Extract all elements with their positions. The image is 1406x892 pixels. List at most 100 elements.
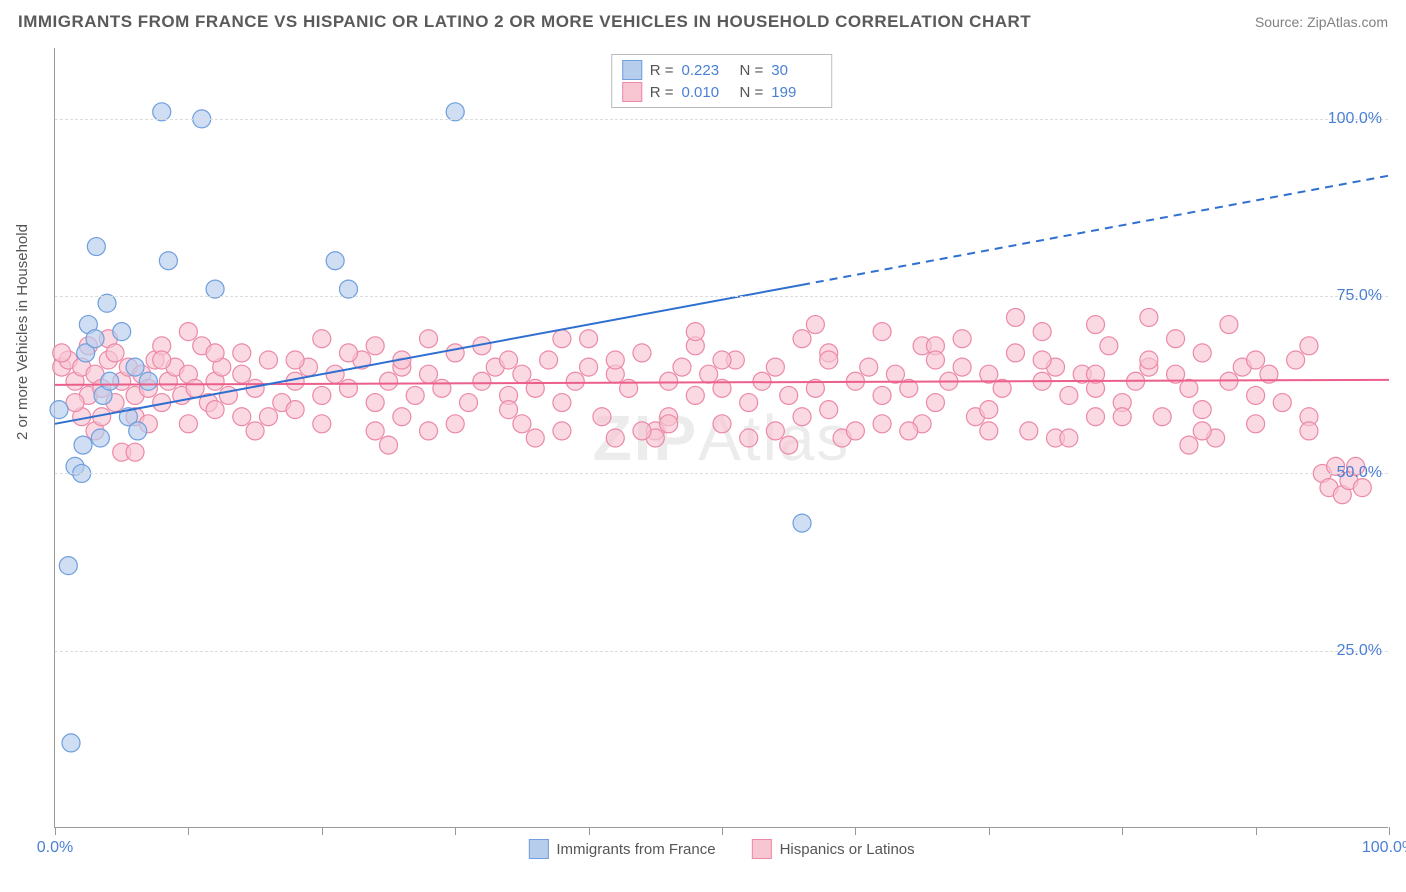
data-point <box>606 429 624 447</box>
data-point <box>1247 351 1265 369</box>
data-point <box>186 379 204 397</box>
data-point <box>1167 330 1185 348</box>
data-point <box>113 323 131 341</box>
data-point <box>1087 316 1105 334</box>
data-point <box>660 372 678 390</box>
data-point <box>660 415 678 433</box>
data-point <box>820 351 838 369</box>
data-point <box>1033 351 1051 369</box>
data-point <box>500 401 518 419</box>
x-tick <box>455 827 456 835</box>
data-point <box>1273 394 1291 412</box>
data-point <box>313 386 331 404</box>
data-point <box>313 330 331 348</box>
data-point <box>74 436 92 454</box>
data-point <box>420 422 438 440</box>
data-point <box>553 394 571 412</box>
data-point <box>780 386 798 404</box>
x-tick <box>1389 827 1390 835</box>
grid-line <box>55 119 1388 120</box>
data-point <box>366 422 384 440</box>
data-point <box>593 408 611 426</box>
data-point <box>1193 401 1211 419</box>
legend-label: Immigrants from France <box>556 841 715 858</box>
data-point <box>1153 408 1171 426</box>
data-point <box>129 422 147 440</box>
data-point <box>1247 386 1265 404</box>
series-legend: Immigrants from France Hispanics or Lati… <box>528 839 914 859</box>
data-point <box>873 415 891 433</box>
y-tick-label: 25.0% <box>1337 642 1382 660</box>
x-tick <box>55 827 56 835</box>
legend-item-hispanic: Hispanics or Latinos <box>752 839 915 859</box>
data-point <box>420 330 438 348</box>
data-point <box>50 401 68 419</box>
data-point <box>380 372 398 390</box>
data-point <box>313 415 331 433</box>
data-point <box>1287 351 1305 369</box>
grid-line <box>55 473 1388 474</box>
data-point <box>101 372 119 390</box>
data-point <box>793 514 811 532</box>
data-point <box>366 337 384 355</box>
y-tick-label: 75.0% <box>1337 287 1382 305</box>
data-point <box>540 351 558 369</box>
data-point <box>886 365 904 383</box>
legend-label: Hispanics or Latinos <box>780 841 915 858</box>
data-point <box>553 422 571 440</box>
data-point <box>673 358 691 376</box>
data-point <box>259 351 277 369</box>
x-tick-label: 0.0% <box>37 839 73 857</box>
plot-svg <box>55 48 1388 827</box>
data-point <box>553 330 571 348</box>
data-point <box>59 557 77 575</box>
data-point <box>780 436 798 454</box>
data-point <box>233 365 251 383</box>
data-point <box>159 252 177 270</box>
data-point <box>91 429 109 447</box>
data-point <box>62 734 80 752</box>
data-point <box>686 386 704 404</box>
data-point <box>326 365 344 383</box>
data-point <box>926 351 944 369</box>
data-point <box>126 358 144 376</box>
data-point <box>793 330 811 348</box>
data-point <box>1033 323 1051 341</box>
data-point <box>460 394 478 412</box>
source-name: ZipAtlas.com <box>1307 14 1388 30</box>
data-point <box>793 408 811 426</box>
data-point <box>1006 308 1024 326</box>
data-point <box>846 422 864 440</box>
data-point <box>206 344 224 362</box>
data-point <box>1006 344 1024 362</box>
data-point <box>126 443 144 461</box>
data-point <box>393 408 411 426</box>
grid-line <box>55 296 1388 297</box>
data-point <box>926 394 944 412</box>
data-point <box>326 252 344 270</box>
x-tick <box>589 827 590 835</box>
data-point <box>500 351 518 369</box>
data-point <box>1300 337 1318 355</box>
data-point <box>233 344 251 362</box>
data-point <box>380 436 398 454</box>
data-point <box>366 394 384 412</box>
data-point <box>1100 337 1118 355</box>
data-point <box>406 386 424 404</box>
data-point <box>633 422 651 440</box>
y-tick-label: 100.0% <box>1328 110 1382 128</box>
data-point <box>700 365 718 383</box>
data-point <box>1113 408 1131 426</box>
data-point <box>606 351 624 369</box>
data-point <box>1140 351 1158 369</box>
data-point <box>873 323 891 341</box>
source-prefix: Source: <box>1255 14 1307 30</box>
data-point <box>806 316 824 334</box>
data-point <box>766 422 784 440</box>
data-point <box>513 415 531 433</box>
data-point <box>1180 379 1198 397</box>
source-attribution: Source: ZipAtlas.com <box>1255 14 1388 30</box>
data-point <box>580 330 598 348</box>
data-point <box>580 358 598 376</box>
data-point <box>179 415 197 433</box>
